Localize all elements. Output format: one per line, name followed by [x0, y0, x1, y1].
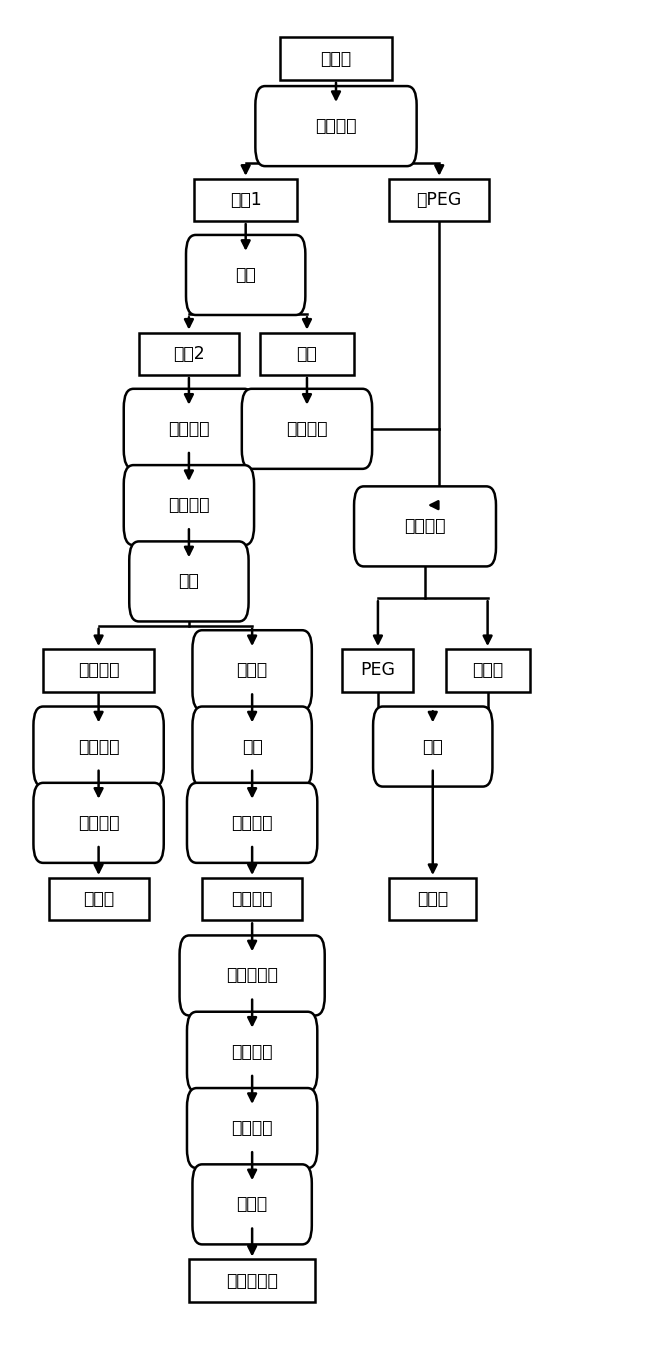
FancyBboxPatch shape	[194, 179, 297, 221]
FancyBboxPatch shape	[124, 465, 254, 545]
Text: 碳化硅: 碳化硅	[83, 890, 114, 908]
Text: 后处理: 后处理	[237, 1195, 267, 1214]
Text: 滤液: 滤液	[296, 345, 317, 363]
FancyBboxPatch shape	[255, 87, 417, 166]
Text: 水洗: 水洗	[179, 572, 200, 590]
Text: 水洗干燥: 水洗干燥	[231, 815, 273, 832]
FancyBboxPatch shape	[260, 333, 353, 375]
FancyBboxPatch shape	[202, 878, 302, 920]
FancyBboxPatch shape	[280, 38, 392, 80]
Text: 水洗: 水洗	[235, 267, 256, 284]
FancyBboxPatch shape	[34, 783, 164, 863]
Text: 烘干压碎: 烘干压碎	[168, 419, 210, 438]
Text: 等离子去杂: 等离子去杂	[226, 966, 278, 985]
Text: 粗碳化硅: 粗碳化硅	[78, 662, 120, 679]
Text: 单向凝固: 单向凝固	[231, 1119, 273, 1137]
FancyBboxPatch shape	[129, 541, 249, 621]
FancyBboxPatch shape	[187, 1088, 317, 1168]
Text: 一次蒸馏: 一次蒸馏	[286, 419, 328, 438]
FancyBboxPatch shape	[43, 649, 154, 691]
Text: 固液分离: 固液分离	[315, 118, 357, 135]
Text: 二次蒸馏: 二次蒸馏	[405, 517, 446, 536]
FancyBboxPatch shape	[446, 649, 530, 691]
FancyBboxPatch shape	[179, 935, 325, 1016]
FancyBboxPatch shape	[190, 1260, 315, 1302]
FancyBboxPatch shape	[124, 388, 254, 469]
Text: 水洗干燥: 水洗干燥	[78, 815, 120, 832]
Text: 粗硅粉: 粗硅粉	[237, 662, 267, 679]
Text: 真空除杂: 真空除杂	[231, 1043, 273, 1061]
FancyBboxPatch shape	[389, 179, 489, 221]
Text: PEG: PEG	[360, 662, 395, 679]
FancyBboxPatch shape	[192, 706, 312, 786]
FancyBboxPatch shape	[186, 235, 305, 315]
Text: 混合: 混合	[423, 737, 443, 755]
Text: 酸洗: 酸洗	[242, 737, 263, 755]
Text: 粗PEG: 粗PEG	[417, 191, 462, 208]
Text: 初级硅粉: 初级硅粉	[231, 890, 273, 908]
FancyBboxPatch shape	[139, 333, 239, 375]
Text: 太阳能级硅: 太阳能级硅	[226, 1272, 278, 1289]
FancyBboxPatch shape	[187, 1012, 317, 1092]
FancyBboxPatch shape	[389, 878, 476, 920]
FancyBboxPatch shape	[187, 783, 317, 863]
Text: 分散液: 分散液	[417, 890, 448, 908]
FancyBboxPatch shape	[354, 486, 496, 567]
Text: 添加剂: 添加剂	[472, 662, 503, 679]
FancyBboxPatch shape	[242, 388, 372, 469]
FancyBboxPatch shape	[192, 1165, 312, 1245]
FancyBboxPatch shape	[192, 630, 312, 710]
Text: 液体浮选: 液体浮选	[168, 497, 210, 514]
Text: 滤渣2: 滤渣2	[173, 345, 205, 363]
FancyBboxPatch shape	[343, 649, 413, 691]
FancyBboxPatch shape	[34, 706, 164, 786]
Text: 滤渣1: 滤渣1	[230, 191, 261, 208]
FancyBboxPatch shape	[48, 878, 149, 920]
Text: 废砂浆: 废砂浆	[321, 50, 351, 68]
Text: 去铁蚀硅: 去铁蚀硅	[78, 737, 120, 755]
FancyBboxPatch shape	[373, 706, 493, 786]
